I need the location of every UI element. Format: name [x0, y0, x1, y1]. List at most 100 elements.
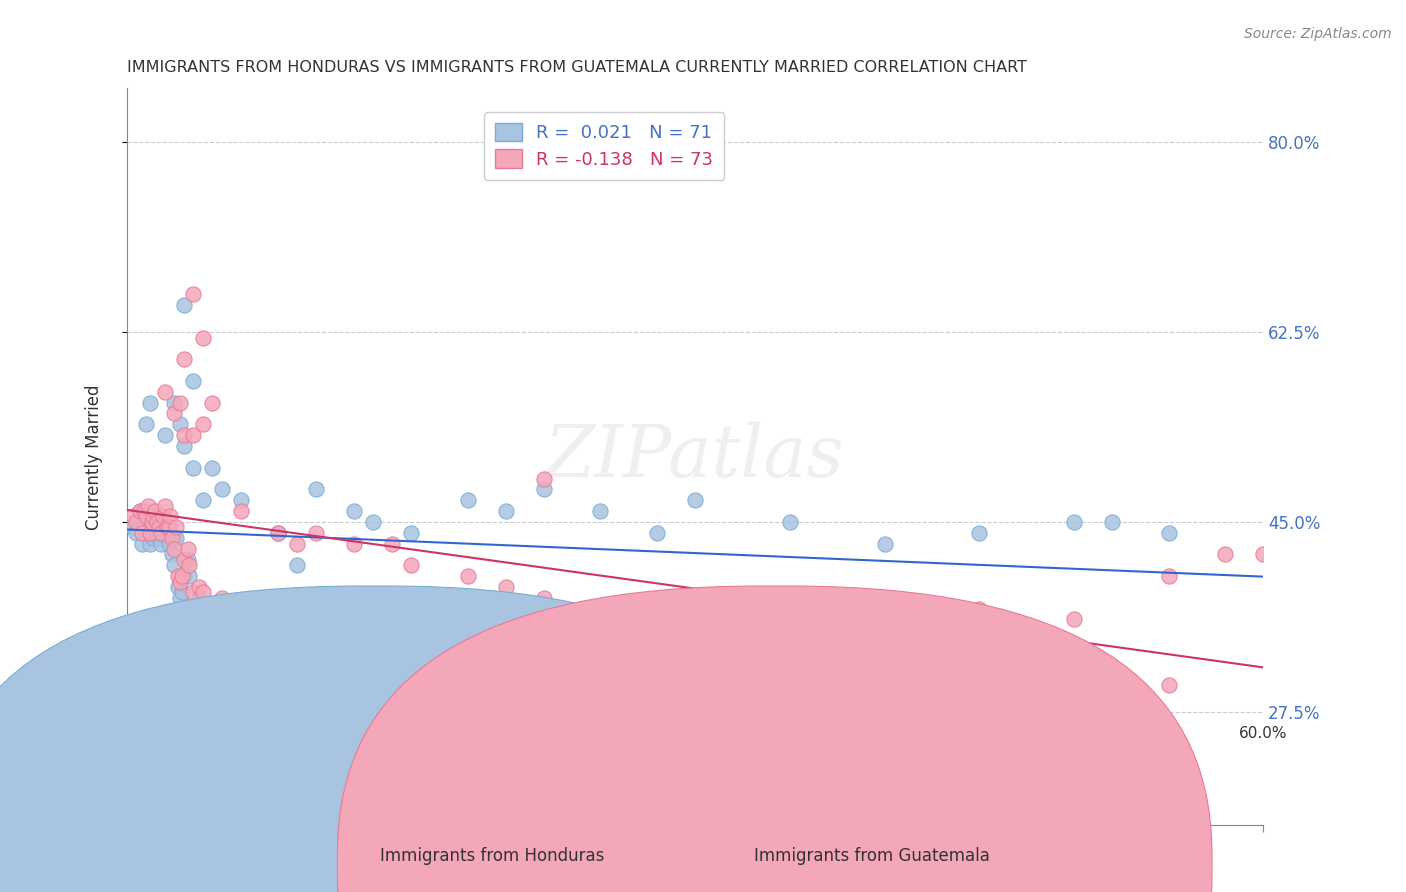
Immigrants from Guatemala [142, 509, 165, 524]
Immigrants from Honduras [589, 650, 612, 665]
Immigrants from Guatemala [176, 541, 198, 556]
Immigrants from Honduras [132, 520, 155, 534]
Immigrants from Guatemala [399, 558, 422, 573]
Immigrants from Honduras [267, 525, 290, 540]
Immigrants from Guatemala [169, 395, 191, 409]
Immigrants from Honduras [645, 525, 668, 540]
Immigrants from Honduras [191, 493, 214, 508]
Immigrants from Honduras [267, 624, 290, 638]
Text: IMMIGRANTS FROM HONDURAS VS IMMIGRANTS FROM GUATEMALA CURRENTLY MARRIED CORRELAT: IMMIGRANTS FROM HONDURAS VS IMMIGRANTS F… [127, 60, 1026, 75]
Immigrants from Guatemala [169, 574, 191, 589]
Immigrants from Honduras [589, 504, 612, 518]
Immigrants from Guatemala [381, 536, 404, 550]
Immigrants from Honduras [162, 548, 184, 562]
Immigrants from Guatemala [131, 525, 153, 540]
Immigrants from Guatemala [150, 525, 173, 540]
Immigrants from Guatemala [153, 384, 176, 399]
Immigrants from Guatemala [779, 601, 801, 615]
Immigrants from Guatemala [121, 509, 143, 524]
Immigrants from Guatemala [211, 591, 233, 605]
Immigrants from Guatemala [165, 520, 187, 534]
Immigrants from Honduras [873, 536, 896, 550]
Immigrants from Honduras [176, 553, 198, 567]
Immigrants from Guatemala [159, 509, 181, 524]
Legend: R =  0.021   N = 71, R = -0.138   N = 73: R = 0.021 N = 71, R = -0.138 N = 73 [484, 112, 724, 179]
Immigrants from Honduras [173, 298, 195, 312]
Immigrants from Guatemala [287, 536, 309, 550]
Immigrants from Guatemala [181, 287, 204, 301]
Immigrants from Honduras [305, 645, 328, 659]
Immigrants from Guatemala [138, 525, 160, 540]
Immigrants from Honduras [153, 520, 176, 534]
Immigrants from Honduras [495, 694, 517, 708]
Immigrants from Guatemala [201, 395, 224, 409]
Immigrants from Guatemala [170, 569, 193, 583]
Immigrants from Honduras [125, 525, 148, 540]
Immigrants from Guatemala [173, 428, 195, 442]
Immigrants from Guatemala [533, 471, 555, 485]
Immigrants from Guatemala [181, 585, 204, 599]
Immigrants from Honduras [121, 520, 143, 534]
Immigrants from Honduras [967, 525, 990, 540]
Immigrants from Honduras [399, 677, 422, 691]
Immigrants from Honduras [152, 525, 174, 540]
Immigrants from Guatemala [967, 601, 990, 615]
Immigrants from Guatemala [187, 580, 209, 594]
Immigrants from Guatemala [229, 504, 252, 518]
Immigrants from Honduras [131, 536, 153, 550]
Immigrants from Honduras [136, 509, 159, 524]
Immigrants from Honduras [305, 483, 328, 497]
Immigrants from Guatemala [589, 612, 612, 626]
Immigrants from Honduras [683, 493, 706, 508]
Immigrants from Honduras [170, 585, 193, 599]
Text: 0.0%: 0.0% [107, 726, 146, 741]
Immigrants from Guatemala [267, 525, 290, 540]
Immigrants from Honduras [148, 531, 170, 545]
Immigrants from Honduras [186, 612, 208, 626]
Immigrants from Guatemala [146, 515, 169, 529]
Immigrants from Honduras [181, 601, 204, 615]
Immigrants from Guatemala [135, 509, 157, 524]
Immigrants from Guatemala [779, 656, 801, 670]
Immigrants from Guatemala [148, 520, 170, 534]
Immigrants from Honduras [779, 699, 801, 714]
Immigrants from Guatemala [186, 601, 208, 615]
Immigrants from Honduras [495, 504, 517, 518]
Immigrants from Honduras [129, 504, 152, 518]
Immigrants from Honduras [143, 515, 166, 529]
Immigrants from Guatemala [181, 428, 204, 442]
Immigrants from Honduras [179, 569, 201, 583]
Immigrants from Honduras [167, 580, 190, 594]
Immigrants from Guatemala [143, 504, 166, 518]
Immigrants from Honduras [1157, 525, 1180, 540]
Immigrants from Guatemala [125, 515, 148, 529]
Immigrants from Honduras [343, 775, 366, 789]
Immigrants from Guatemala [163, 541, 186, 556]
Immigrants from Guatemala [967, 666, 990, 681]
Immigrants from Honduras [150, 536, 173, 550]
Immigrants from Honduras [165, 531, 187, 545]
Immigrants from Guatemala [191, 417, 214, 432]
Immigrants from Guatemala [1063, 682, 1085, 697]
Text: Immigrants from Guatemala: Immigrants from Guatemala [754, 847, 990, 865]
Immigrants from Guatemala [1253, 548, 1275, 562]
Immigrants from Guatemala [683, 689, 706, 703]
Immigrants from Guatemala [167, 569, 190, 583]
Immigrants from Guatemala [305, 612, 328, 626]
Immigrants from Honduras [533, 483, 555, 497]
Immigrants from Guatemala [645, 591, 668, 605]
Immigrants from Guatemala [157, 520, 180, 534]
Immigrants from Honduras [343, 504, 366, 518]
Immigrants from Guatemala [156, 520, 179, 534]
Text: Immigrants from Honduras: Immigrants from Honduras [380, 847, 605, 865]
Immigrants from Honduras [457, 493, 479, 508]
Immigrants from Guatemala [132, 504, 155, 518]
Immigrants from Guatemala [136, 499, 159, 513]
Immigrants from Guatemala [152, 509, 174, 524]
Immigrants from Honduras [135, 525, 157, 540]
Immigrants from Guatemala [533, 591, 555, 605]
Immigrants from Honduras [181, 460, 204, 475]
Text: 60.0%: 60.0% [1239, 726, 1288, 741]
Immigrants from Guatemala [162, 531, 184, 545]
Immigrants from Honduras [211, 483, 233, 497]
